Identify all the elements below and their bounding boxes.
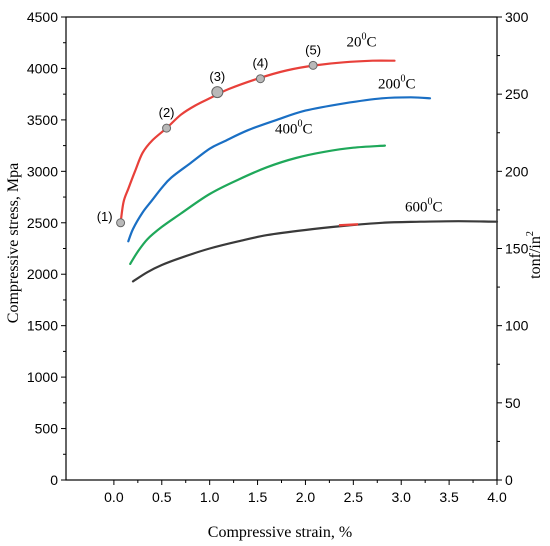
y2-axis-title-sup: 2 <box>525 231 536 236</box>
y2-tick-label: 300 <box>505 9 529 25</box>
series-line-600c <box>131 220 499 283</box>
data-point-label: (4) <box>252 56 268 71</box>
series-label-value: 600 <box>405 200 428 216</box>
data-point-marker <box>211 86 224 99</box>
x-tick-label: 3.5 <box>439 489 459 505</box>
x-tick-label: 0.5 <box>152 489 172 505</box>
series-label-degree: 0 <box>297 119 302 130</box>
series-label-unit: C <box>433 200 443 216</box>
y-tick-label: 4500 <box>27 9 58 25</box>
series-label-200c: 2000C <box>378 73 416 92</box>
y-tick-label: 3500 <box>27 112 58 128</box>
series-label-unit: C <box>302 122 312 138</box>
y2-tick-label: 0 <box>505 472 513 488</box>
series-label-degree: 0 <box>400 73 405 84</box>
data-point-marker <box>162 123 172 133</box>
series-label-20c: 200C <box>347 32 377 51</box>
series-label-value: 200 <box>378 76 401 92</box>
y2-tick-label: 200 <box>505 163 529 179</box>
plot-frame <box>65 16 498 481</box>
y-tick-label: 500 <box>35 421 59 437</box>
data-point-label: (3) <box>209 69 225 84</box>
x-tick-label: 2.5 <box>344 489 364 505</box>
y-tick-label: 3000 <box>27 163 58 179</box>
series-600c-highlight-segment <box>338 223 359 227</box>
x-tick-label: 1.5 <box>248 489 268 505</box>
markers-group: (1) (2) (3) (4) (5) <box>97 42 321 228</box>
series-label-degree: 0 <box>428 197 433 208</box>
y2-axis-title-main: tonf/in <box>527 236 544 279</box>
series-line-400c <box>129 144 386 265</box>
data-point-marker <box>116 218 126 228</box>
data-point-label: (2) <box>159 105 175 120</box>
axes-group: 0.0 0.5 1.0 1.5 2.0 2.5 3.0 3.5 4.00500100015002… <box>27 9 529 505</box>
y2-axis-title: tonf/in2 <box>525 231 544 279</box>
series-lines-group <box>119 59 499 283</box>
series-label-600c: 6000C <box>405 197 443 216</box>
series-label-unit: C <box>405 76 415 92</box>
y-tick-label: 1500 <box>27 318 58 334</box>
series-label-value: 20 <box>347 35 362 51</box>
x-tick-label: 3.0 <box>391 489 411 505</box>
data-point-label: (1) <box>97 209 113 224</box>
x-axis-title: Compressive strain, % <box>208 524 352 541</box>
y-axis-title: Compressive stress, Mpa <box>5 163 22 323</box>
x-tick-label: 2.0 <box>296 489 316 505</box>
series-label-value: 400 <box>275 122 298 138</box>
series-line-20c <box>119 59 396 224</box>
y-tick-label: 2000 <box>27 266 58 282</box>
y2-tick-label: 100 <box>505 318 529 334</box>
series-label-400c: 4000C <box>275 119 313 138</box>
y2-tick-label: 250 <box>505 86 529 102</box>
x-tick-label: 0.0 <box>104 489 124 505</box>
series-label-unit: C <box>367 35 377 51</box>
y2-tick-label: 150 <box>505 241 529 257</box>
data-point-label: (5) <box>305 42 321 57</box>
series-label-degree: 0 <box>362 32 367 43</box>
data-point-marker <box>255 74 265 84</box>
x-tick-label: 1.0 <box>200 489 220 505</box>
y-tick-label: 4000 <box>27 60 58 76</box>
data-point-marker <box>308 60 318 70</box>
y-tick-label: 0 <box>50 472 58 488</box>
x-tick-label: 4.0 <box>487 489 507 505</box>
y2-tick-label: 50 <box>505 395 521 411</box>
series-line-200c <box>127 96 432 243</box>
y-tick-label: 1000 <box>27 369 58 385</box>
y-tick-label: 2500 <box>27 215 58 231</box>
